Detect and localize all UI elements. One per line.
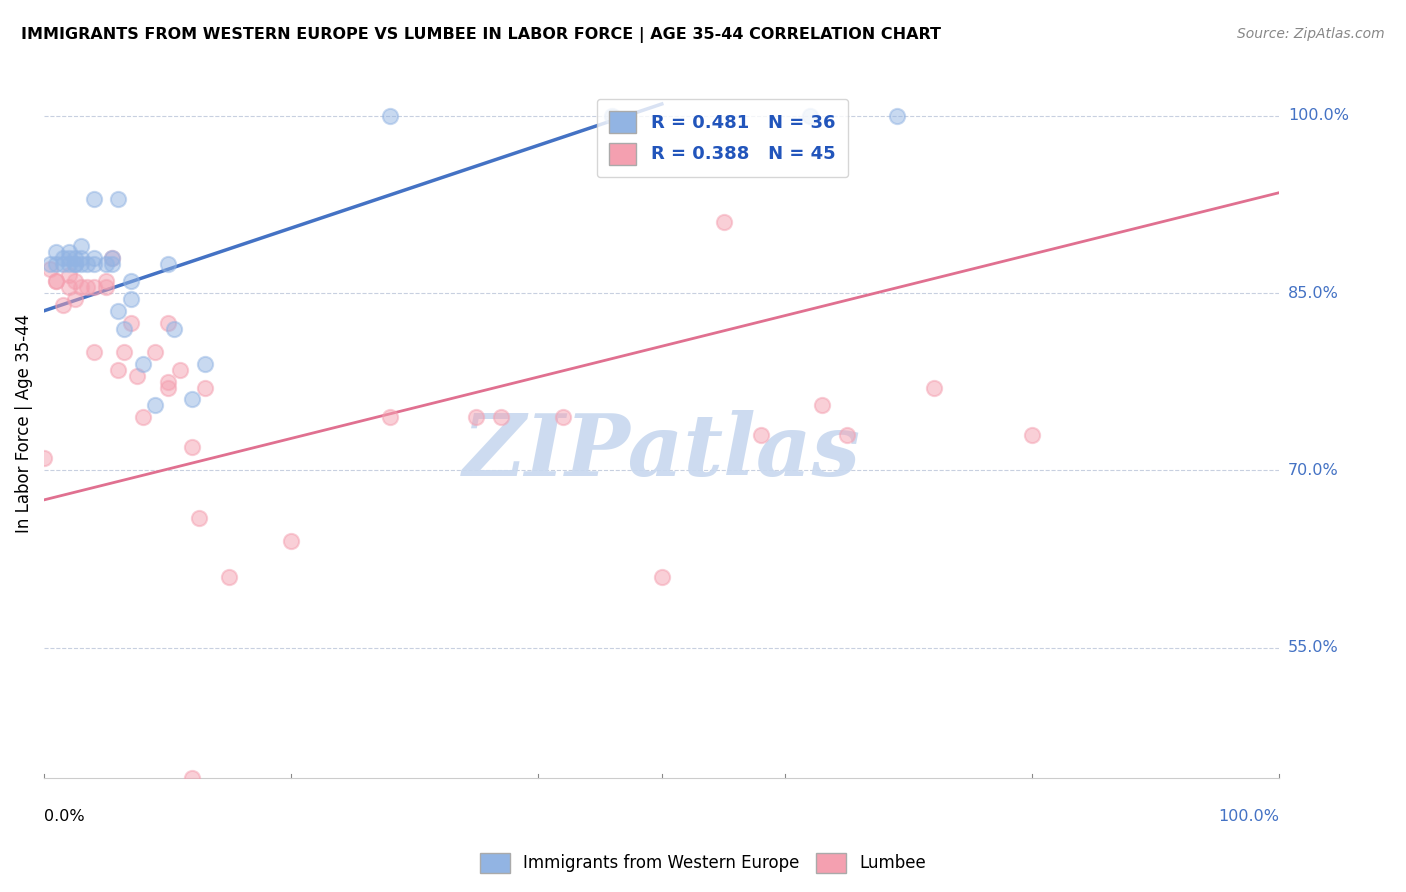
- Point: [1021, 428, 1043, 442]
- Point: [76, 256, 98, 270]
- Point: [76, 280, 98, 294]
- Text: Source: ZipAtlas.com: Source: ZipAtlas.com: [1237, 27, 1385, 41]
- Point: [63, 256, 86, 270]
- Point: [32, 451, 55, 466]
- Text: ZIPatlas: ZIPatlas: [463, 409, 860, 493]
- Point: [58, 251, 80, 265]
- Point: [112, 321, 135, 335]
- Point: [45, 244, 67, 259]
- Point: [94, 280, 117, 294]
- Point: [156, 381, 179, 395]
- Point: [602, 109, 624, 123]
- Point: [70, 239, 93, 253]
- Point: [163, 321, 186, 335]
- Point: [194, 381, 217, 395]
- Point: [70, 256, 93, 270]
- Point: [45, 274, 67, 288]
- Point: [63, 256, 86, 270]
- Point: [83, 192, 105, 206]
- Text: 100.0%: 100.0%: [1288, 108, 1348, 123]
- Text: 0.0%: 0.0%: [44, 809, 84, 824]
- Legend: R = 0.481   N = 36, R = 0.388   N = 45: R = 0.481 N = 36, R = 0.388 N = 45: [596, 99, 848, 178]
- Point: [63, 251, 86, 265]
- Point: [799, 109, 821, 123]
- Point: [101, 251, 124, 265]
- Point: [749, 428, 772, 442]
- Point: [489, 410, 512, 425]
- Text: 70.0%: 70.0%: [1288, 463, 1339, 478]
- Text: IMMIGRANTS FROM WESTERN EUROPE VS LUMBEE IN LABOR FORCE | AGE 35-44 CORRELATION : IMMIGRANTS FROM WESTERN EUROPE VS LUMBEE…: [21, 27, 941, 43]
- Point: [70, 251, 93, 265]
- Point: [378, 109, 401, 123]
- Point: [107, 363, 129, 377]
- Point: [120, 316, 142, 330]
- Point: [465, 410, 488, 425]
- Point: [143, 345, 166, 359]
- Point: [63, 292, 86, 306]
- Point: [181, 440, 204, 454]
- Point: [45, 274, 67, 288]
- Point: [143, 398, 166, 412]
- Point: [83, 345, 105, 359]
- Point: [218, 569, 240, 583]
- Text: 55.0%: 55.0%: [1288, 640, 1339, 655]
- Point: [58, 256, 80, 270]
- Point: [101, 251, 124, 265]
- Point: [107, 303, 129, 318]
- Point: [156, 375, 179, 389]
- Point: [194, 357, 217, 371]
- Point: [94, 274, 117, 288]
- Point: [94, 256, 117, 270]
- Point: [45, 256, 67, 270]
- Text: 100.0%: 100.0%: [1219, 809, 1279, 824]
- Point: [181, 392, 204, 407]
- Point: [83, 256, 105, 270]
- Point: [39, 262, 62, 277]
- Point: [651, 569, 673, 583]
- Point: [83, 280, 105, 294]
- Point: [52, 251, 75, 265]
- Point: [378, 410, 401, 425]
- Y-axis label: In Labor Force | Age 35-44: In Labor Force | Age 35-44: [15, 313, 32, 533]
- Point: [835, 428, 858, 442]
- Point: [551, 410, 574, 425]
- Point: [125, 368, 148, 383]
- Point: [713, 215, 735, 229]
- Point: [120, 274, 142, 288]
- Point: [811, 398, 834, 412]
- Point: [156, 256, 179, 270]
- Point: [52, 298, 75, 312]
- Point: [120, 292, 142, 306]
- Legend: Immigrants from Western Europe, Lumbee: Immigrants from Western Europe, Lumbee: [472, 847, 934, 880]
- Point: [39, 256, 62, 270]
- Point: [886, 109, 908, 123]
- Point: [107, 192, 129, 206]
- Point: [181, 771, 204, 785]
- Point: [169, 363, 191, 377]
- Point: [58, 280, 80, 294]
- Point: [101, 256, 124, 270]
- Point: [70, 280, 93, 294]
- Point: [52, 256, 75, 270]
- Point: [156, 316, 179, 330]
- Point: [922, 381, 945, 395]
- Point: [58, 244, 80, 259]
- Point: [63, 274, 86, 288]
- Point: [132, 357, 155, 371]
- Point: [187, 510, 209, 524]
- Text: 85.0%: 85.0%: [1288, 285, 1339, 301]
- Point: [280, 534, 302, 549]
- Point: [132, 410, 155, 425]
- Point: [83, 251, 105, 265]
- Point: [58, 268, 80, 283]
- Point: [112, 345, 135, 359]
